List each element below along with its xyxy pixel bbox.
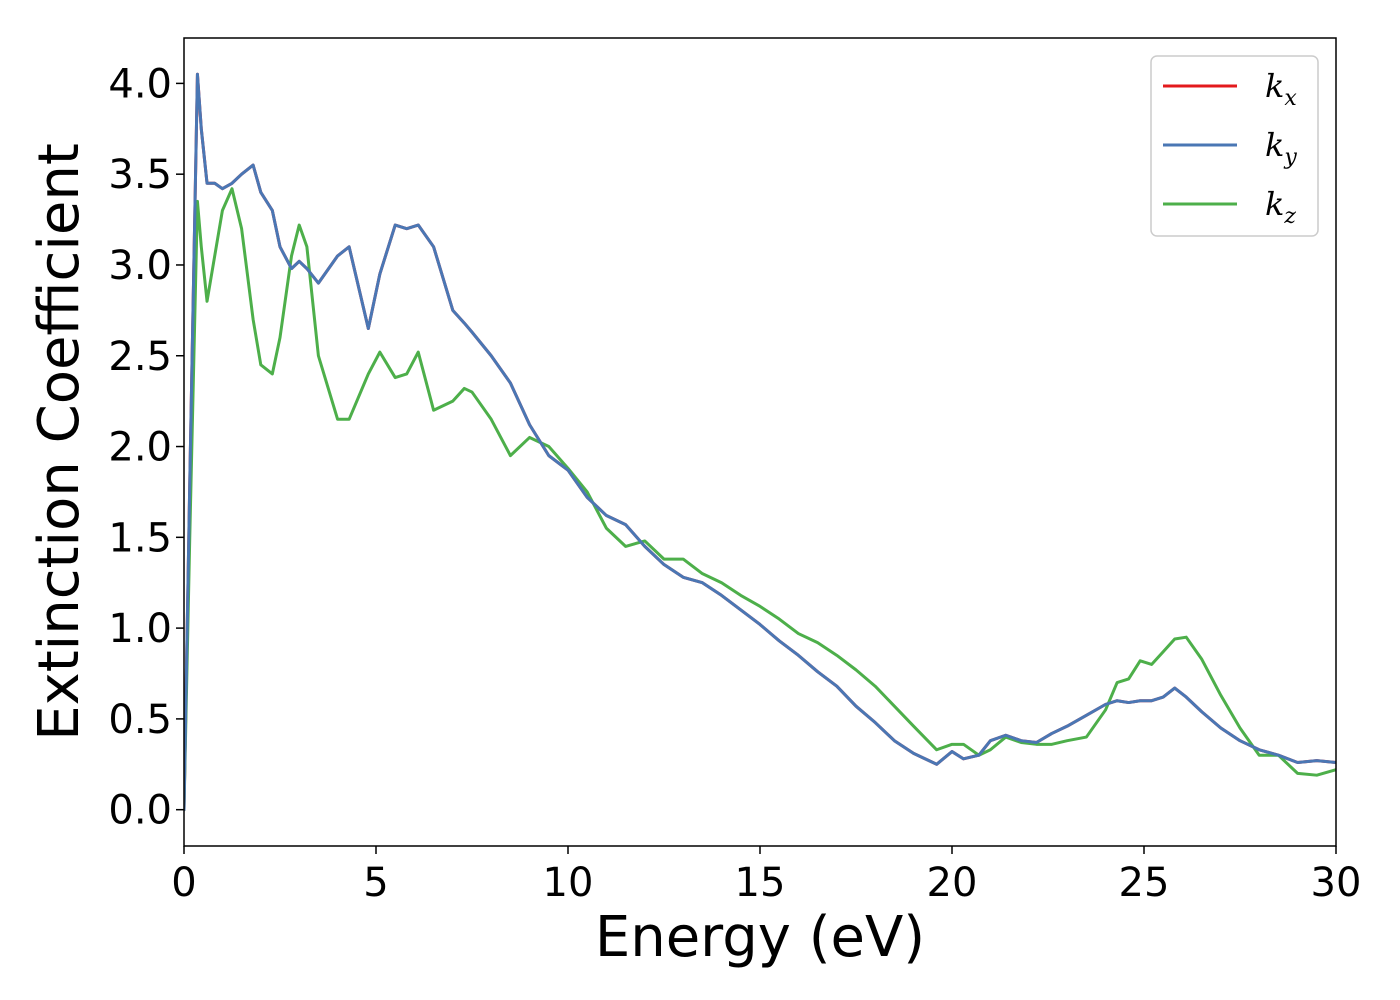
series-lines (184, 72, 1336, 812)
y-tick-label: 0.0 (108, 788, 172, 834)
y-tick-label: 2.5 (108, 334, 172, 380)
legend: kx ky kz (1150, 55, 1319, 237)
series-line-z (184, 187, 1336, 812)
y-tick-label: 0.5 (108, 697, 172, 743)
y-tick-label: 1.5 (108, 515, 172, 561)
y-tick-label: 3.5 (108, 152, 172, 198)
x-tick-label: 5 (363, 860, 388, 906)
y-tick-label: 3.0 (108, 243, 172, 289)
x-tick-label: 25 (1119, 860, 1170, 906)
legend-label-z: kz (1265, 185, 1296, 229)
x-tick-label: 10 (543, 860, 594, 906)
x-tick-label: 0 (171, 860, 196, 906)
y-tick-label: 2.0 (108, 425, 172, 471)
axis-ticks: 0 5 10 15 20 25 30 0.0 0.5 1.0 1.5 2.0 2.5 3.0 3.5 4.0 (108, 61, 1361, 906)
series-line-y (184, 72, 1336, 812)
x-tick-label: 20 (927, 860, 978, 906)
legend-label-y: ky (1265, 126, 1297, 170)
y-tick-label: 4.0 (108, 61, 172, 107)
x-tick-label: 30 (1311, 860, 1362, 906)
y-axis-title: Extinction Coefficient (27, 143, 92, 741)
x-axis-title: Energy (eV) (595, 905, 925, 970)
legend-label-x: kx (1265, 67, 1297, 111)
y-tick-label: 1.0 (108, 606, 172, 652)
x-tick-label: 15 (735, 860, 786, 906)
